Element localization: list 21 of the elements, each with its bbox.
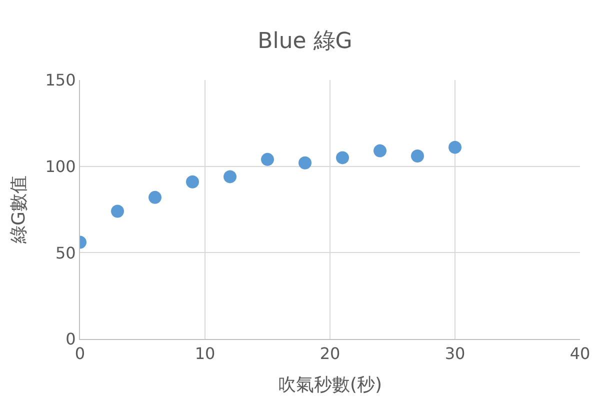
y-axis-title: 綠G數值: [8, 176, 30, 244]
x-tick-label: 10: [194, 344, 216, 364]
x-axis-title: 吹氣秒數(秒): [278, 374, 382, 396]
x-tick-label: 30: [444, 344, 466, 364]
x-tick-label: 40: [570, 344, 590, 364]
point: [261, 152, 274, 166]
y-tick-label: 150: [45, 70, 76, 90]
point: [448, 140, 462, 154]
y-tick-label: 50: [55, 243, 76, 262]
point: [224, 170, 236, 184]
x-tick-label: 20: [320, 344, 340, 364]
point: [411, 149, 424, 162]
point: [111, 204, 124, 218]
y-tick-label: 0: [66, 330, 76, 349]
point: [148, 190, 162, 204]
point: [374, 144, 386, 158]
y-tick-label: 100: [45, 156, 76, 176]
point: [298, 156, 312, 170]
point: [336, 151, 349, 164]
chart-title: Blue 綠G: [258, 29, 352, 54]
point: [186, 175, 199, 188]
